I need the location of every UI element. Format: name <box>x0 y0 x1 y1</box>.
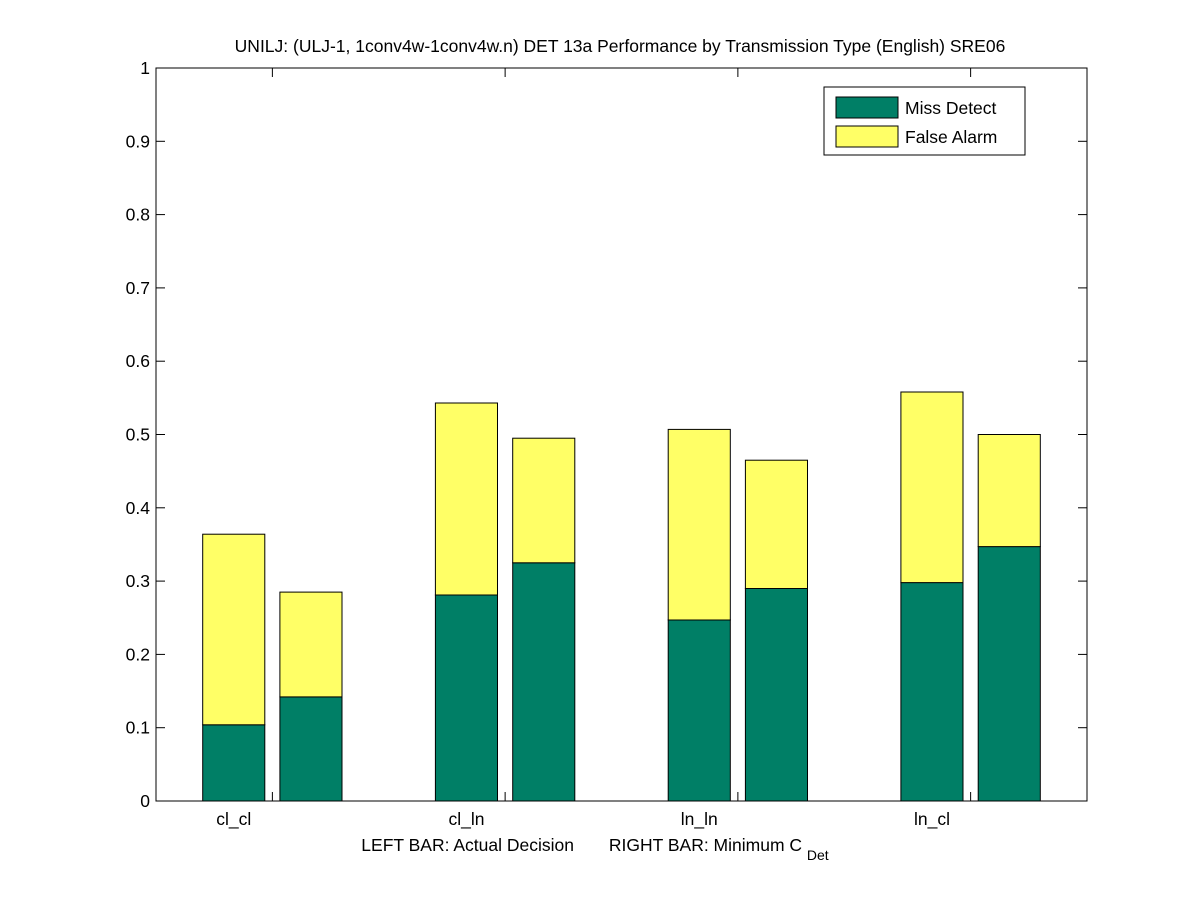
bar-ln_ln-actual_decision-false-alarm <box>667 428 731 621</box>
x-tick-label-ln_ln: ln_ln <box>681 809 718 830</box>
x-tick-label-cl_cl: cl_cl <box>216 809 251 830</box>
bar-ln_cl-minimum_cdet-miss-detect <box>977 546 1041 802</box>
bars-layer <box>202 391 1041 802</box>
y-tick-label: 0.9 <box>126 131 150 151</box>
y-tick-label: 0 <box>140 791 150 811</box>
y-tick-label: 0.2 <box>126 644 150 664</box>
x-axis-label: LEFT BAR: Actual Decision RIGHT BAR: Min… <box>361 835 829 863</box>
legend-swatch-false-alarm <box>835 125 899 148</box>
y-tick-labels: 0 0.1 0.2 0.3 0.4 0.5 0.6 0.7 0.8 0.9 1 <box>126 58 151 811</box>
bar-cl_ln-minimum_cdet-false-alarm <box>512 437 576 564</box>
bar-cl_cl-actual_decision-miss-detect <box>202 724 266 802</box>
x-axis-label-subscript: Det <box>807 847 829 863</box>
legend: Miss Detect False Alarm <box>823 86 1026 156</box>
x-axis-label-right: RIGHT BAR: Minimum C <box>609 835 802 855</box>
bar-ln_cl-actual_decision-miss-detect <box>900 582 964 802</box>
y-tick-label: 1 <box>140 58 150 78</box>
bar-ln_cl-minimum_cdet-false-alarm <box>977 434 1041 548</box>
legend-swatch-miss-detect <box>835 96 899 119</box>
x-axis-label-left: LEFT BAR: Actual Decision <box>361 835 574 855</box>
bar-ln_ln-minimum_cdet-false-alarm <box>744 459 809 590</box>
bar-ln_ln-actual_decision-miss-detect <box>667 619 731 802</box>
y-tick-label: 0.1 <box>126 718 150 738</box>
legend-label-false-alarm: False Alarm <box>905 127 997 147</box>
bar-ln_ln-minimum_cdet-miss-detect <box>744 587 809 802</box>
ticks-layer <box>156 67 1087 802</box>
y-tick-label: 0.5 <box>126 425 150 445</box>
x-tick-labels: cl_cl cl_ln ln_ln ln_cl <box>216 809 950 830</box>
bar-cl_cl-actual_decision-false-alarm <box>202 533 266 726</box>
chart-title: UNILJ: (ULJ-1, 1conv4w-1conv4w.n) DET 13… <box>235 36 1006 56</box>
y-tick-label: 0.8 <box>126 205 150 225</box>
y-tick-label: 0.6 <box>126 351 150 371</box>
legend-label-miss-detect: Miss Detect <box>905 98 997 118</box>
x-tick-label-ln_cl: ln_cl <box>914 809 950 830</box>
bar-cl_ln-actual_decision-miss-detect <box>434 594 498 802</box>
x-tick-label-cl_ln: cl_ln <box>448 809 484 830</box>
bar-cl_ln-minimum_cdet-miss-detect <box>512 562 576 802</box>
bar-cl_cl-minimum_cdet-miss-detect <box>279 696 343 802</box>
bar-ln_cl-actual_decision-false-alarm <box>900 391 964 584</box>
y-tick-label: 0.7 <box>126 278 150 298</box>
bar-cl_cl-minimum_cdet-false-alarm <box>279 591 343 698</box>
bar-cl_ln-actual_decision-false-alarm <box>434 402 498 596</box>
y-tick-label: 0.4 <box>126 498 151 518</box>
y-tick-label: 0.3 <box>126 571 150 591</box>
